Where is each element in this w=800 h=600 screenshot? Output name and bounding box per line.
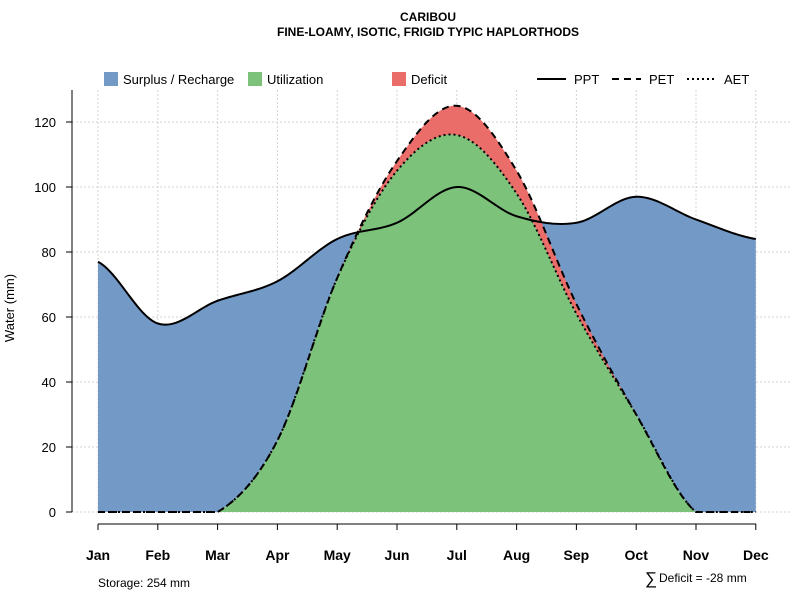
x-tick-label: May bbox=[324, 547, 351, 563]
legend-label-deficit: Deficit bbox=[411, 72, 448, 87]
y-tick-label: 40 bbox=[42, 375, 56, 390]
chart-subtitle: FINE-LOAMY, ISOTIC, FRIGID TYPIC HAPLORT… bbox=[277, 25, 579, 39]
axes bbox=[71, 90, 756, 525]
x-tick-label: Nov bbox=[683, 547, 710, 563]
series-lines bbox=[97, 104, 756, 513]
legend-label-aet: AET bbox=[724, 72, 749, 87]
legend-swatch-surplus bbox=[104, 72, 118, 86]
x-tick-label: Oct bbox=[625, 547, 649, 563]
legend-label-pet: PET bbox=[649, 72, 674, 87]
y-tick-label: 120 bbox=[34, 115, 56, 130]
y-tick-label: 60 bbox=[42, 310, 56, 325]
deficit-annotation: Deficit = -28 mm bbox=[659, 571, 747, 585]
y-axis-label: Water (mm) bbox=[2, 274, 17, 342]
legend-label-surplus: Surplus / Recharge bbox=[123, 72, 234, 87]
y-tick-label: 0 bbox=[49, 505, 56, 520]
x-ticks: Jan Feb Mar Apr May Jun Jul Aug Sep Oct Nov Dec bbox=[86, 524, 769, 563]
storage-annotation: Storage: 254 mm bbox=[98, 576, 190, 590]
series-line-ppt bbox=[97, 185, 756, 326]
x-tick-label: Jan bbox=[86, 547, 110, 563]
x-tick-label: Apr bbox=[265, 547, 290, 563]
y-tick-label: 100 bbox=[34, 180, 56, 195]
legend-label-ppt: PPT bbox=[574, 72, 599, 87]
legend-swatch-deficit bbox=[392, 72, 406, 86]
y-ticks: 0 20 40 60 80 100 120 bbox=[34, 115, 72, 520]
x-tick-label: Mar bbox=[205, 547, 230, 563]
areas bbox=[98, 105, 756, 512]
series-line-aet bbox=[98, 133, 756, 513]
x-tick-label: Jun bbox=[385, 547, 410, 563]
x-tick-label: Dec bbox=[743, 547, 769, 563]
legend: Surplus / Recharge Utilization Deficit P… bbox=[104, 72, 749, 87]
chart-title: CARIBOU bbox=[400, 10, 456, 24]
deficit-sum-icon: ∑ bbox=[645, 569, 657, 588]
y-tick-label: 20 bbox=[42, 440, 56, 455]
x-tick-label: Sep bbox=[564, 547, 590, 563]
x-tick-label: Feb bbox=[145, 547, 170, 563]
legend-label-utilization: Utilization bbox=[267, 72, 323, 87]
x-tick-label: Aug bbox=[503, 547, 530, 563]
area-utilization bbox=[98, 134, 756, 512]
x-tick-label: Jul bbox=[447, 547, 467, 563]
y-tick-label: 80 bbox=[42, 245, 56, 260]
legend-swatch-utilization bbox=[248, 72, 262, 86]
